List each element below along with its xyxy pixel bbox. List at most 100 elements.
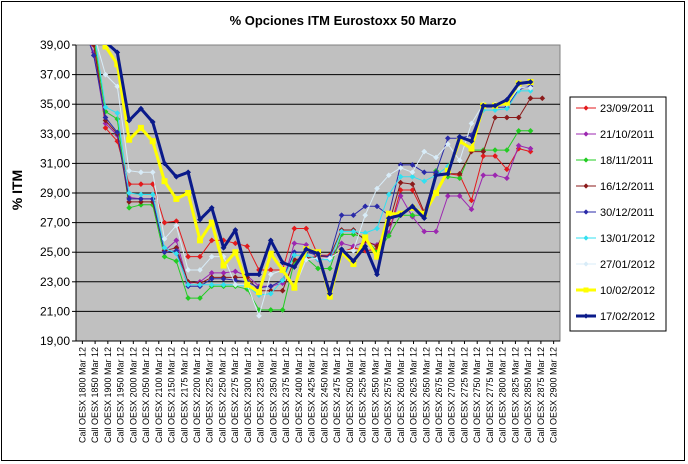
data-point	[409, 203, 416, 210]
data-point	[291, 284, 298, 291]
data-point	[362, 243, 369, 250]
data-point	[421, 228, 428, 235]
data-point	[480, 172, 487, 179]
data-point	[480, 153, 487, 159]
data-point	[173, 222, 180, 229]
data-point	[444, 170, 451, 177]
series-group	[79, 17, 546, 319]
data-point	[173, 258, 180, 265]
data-point	[79, 17, 84, 22]
data-point	[527, 79, 534, 85]
data-point	[173, 250, 180, 257]
data-point	[267, 250, 274, 257]
data-point	[338, 228, 345, 235]
x-tick-label: Call OESX 2175 Mar 12	[179, 347, 189, 443]
y-tick-label: 27,00	[40, 216, 70, 230]
legend-label: 23/09/2011	[600, 103, 654, 115]
data-point	[385, 215, 392, 222]
data-point	[444, 135, 451, 142]
data-point	[374, 185, 380, 192]
data-point	[503, 166, 510, 173]
x-tick-label: Call OESX 2750 Mar 12	[472, 347, 482, 443]
data-point	[338, 212, 345, 219]
x-tick-label: Call OESX 1850 Mar 12	[90, 347, 100, 443]
data-point	[267, 271, 274, 278]
data-point	[315, 250, 321, 257]
data-point	[114, 110, 121, 117]
y-tick-label: 19,00	[40, 334, 70, 348]
data-point	[350, 231, 357, 238]
legend-item: 23/09/2011	[576, 103, 654, 115]
data-point	[350, 258, 357, 265]
data-point	[279, 287, 286, 294]
legend-marker	[583, 105, 589, 111]
data-point	[409, 161, 416, 168]
y-tick-label: 39,00	[40, 38, 70, 52]
x-tick-label: Call OESX 2200 Mar 12	[192, 347, 202, 443]
data-point	[208, 237, 215, 244]
data-point	[161, 235, 168, 242]
data-point	[232, 268, 239, 275]
legend-marker	[583, 131, 589, 137]
data-point	[196, 237, 203, 244]
data-point	[256, 312, 262, 319]
data-point	[173, 173, 180, 180]
data-point	[91, 20, 96, 25]
data-point	[137, 191, 144, 198]
data-point	[374, 203, 380, 210]
data-point	[126, 167, 133, 174]
y-tick-label: 21,00	[40, 304, 70, 318]
data-point	[468, 138, 475, 145]
legend-marker	[583, 313, 589, 319]
legend-label: 10/02/2012	[600, 285, 655, 297]
data-point	[91, 35, 96, 40]
data-point	[385, 191, 392, 198]
data-point	[267, 283, 274, 290]
x-tick-label: Call OESX 2875 Mar 12	[536, 347, 546, 443]
legend-label: 16/12/2011	[600, 181, 654, 193]
data-point	[326, 290, 333, 297]
data-point	[279, 277, 286, 284]
data-point	[433, 228, 440, 235]
x-tick-label: Call OESX 1900 Mar 12	[103, 347, 113, 443]
data-point	[161, 219, 168, 226]
y-tick-label: 25,00	[40, 245, 70, 259]
data-point	[291, 252, 298, 259]
data-point	[433, 190, 440, 196]
data-point	[232, 227, 239, 233]
data-point	[102, 71, 109, 78]
x-tick-label: Call OESX 2450 Mar 12	[319, 347, 329, 443]
data-point	[515, 80, 522, 87]
legend-label: 21/10/2011	[600, 129, 654, 141]
y-tick-label: 31,00	[40, 156, 70, 170]
data-point	[244, 243, 251, 250]
data-point	[397, 212, 404, 219]
y-tick-label: 29,00	[40, 186, 70, 200]
data-point	[232, 249, 239, 256]
data-point	[326, 265, 333, 272]
x-tick-label: Call OESX 2725 Mar 12	[459, 347, 469, 443]
data-point	[303, 246, 310, 253]
data-point	[515, 114, 522, 121]
data-point	[315, 265, 321, 272]
data-point	[527, 127, 534, 134]
data-point	[90, 45, 97, 48]
data-point	[279, 266, 286, 273]
x-tick-label: Call OESX 2250 Mar 12	[217, 347, 227, 443]
data-point	[149, 119, 156, 125]
data-point	[126, 136, 133, 143]
data-point	[503, 114, 510, 121]
legend-label: 13/01/2012	[600, 233, 655, 245]
data-point	[90, 52, 97, 59]
data-point	[338, 240, 345, 247]
data-point	[137, 201, 144, 208]
data-point	[421, 169, 428, 176]
x-tick-label: Call OESX 2275 Mar 12	[230, 347, 240, 443]
data-point	[126, 204, 133, 211]
legend-item: 21/10/2011	[576, 129, 654, 141]
legend-marker	[583, 261, 589, 267]
legend-marker	[583, 287, 589, 293]
data-point	[397, 193, 404, 199]
data-point	[421, 148, 428, 155]
data-point	[220, 262, 227, 269]
